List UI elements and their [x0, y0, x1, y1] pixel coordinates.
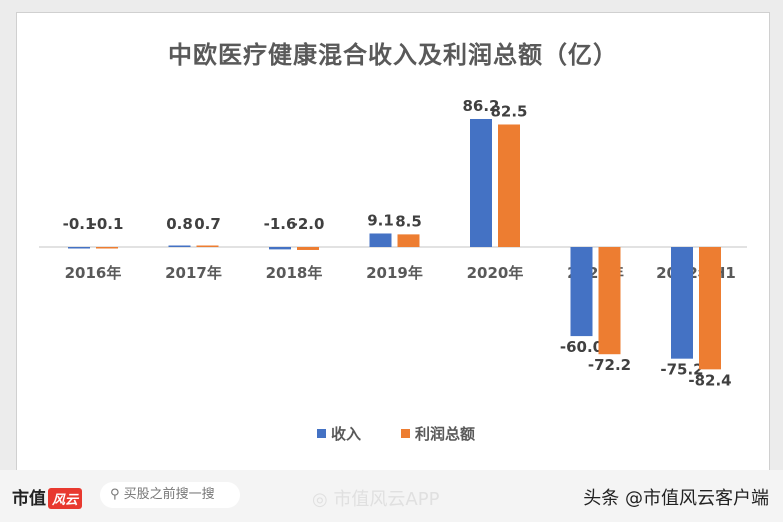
bar-revenue — [269, 247, 291, 250]
bar-revenue — [570, 247, 593, 337]
data-label: -72.2 — [588, 356, 631, 374]
bar-revenue — [671, 247, 693, 359]
footer: 市值 风云 ⚲ 买股之前搜一搜 ◎ 市值风云APP 头条 @市值风云客户端 — [0, 470, 783, 522]
search-icon: ⚲ — [110, 487, 124, 502]
chart-title: 中欧医疗健康混合收入及利润总额（亿） — [168, 41, 618, 69]
toutiao-credit: 头条 @市值风云客户端 — [583, 488, 769, 509]
data-label: 0.7 — [194, 215, 221, 233]
x-tick-label: 2018年 — [266, 264, 323, 282]
legend-label: 利润总额 — [415, 425, 475, 443]
brand-logo: 风云 — [48, 488, 83, 509]
x-tick-label: 2017年 — [165, 264, 222, 282]
bar-profit — [297, 247, 319, 250]
search-input[interactable]: ⚲ 买股之前搜一搜 — [100, 482, 240, 508]
legend-label: 收入 — [331, 425, 361, 443]
data-label: 9.1 — [367, 211, 394, 229]
x-tick-label: 2019年 — [366, 264, 423, 282]
bar-profit — [397, 234, 420, 247]
data-label: 86.2 — [462, 97, 499, 115]
brand-text: 市值 — [12, 489, 46, 509]
bar-chart: 2016年 -0.1-0.1 2017年 0.8 0.7 2018年 -1.6-2.0 201… — [39, 97, 747, 443]
search-placeholder: 买股之前搜一搜 — [123, 487, 215, 502]
bar-profit — [498, 124, 520, 247]
data-label: -75.2 — [660, 361, 703, 379]
bar-revenue — [68, 247, 90, 249]
data-label: 82.5 — [490, 102, 527, 120]
legend-swatch — [317, 429, 326, 438]
bar-revenue — [168, 245, 191, 247]
bar-revenue — [369, 233, 392, 247]
weibo-watermark: ◎ 市值风云APP — [312, 485, 439, 511]
data-label: 0.8 — [166, 215, 193, 233]
weibo-text: 市值风云APP — [333, 489, 440, 510]
chart-card: 中欧医疗健康混合收入及利润总额（亿） 2016年 -0.1 -0.1 2017年 0.8… — [16, 12, 770, 472]
data-label: -2.0 — [292, 215, 325, 233]
data-label: -0.1 — [91, 215, 124, 233]
bar-revenue — [470, 118, 492, 247]
weibo-icon: ◎ — [312, 489, 334, 510]
brand: 市值 风云 — [12, 484, 83, 509]
legend-swatch — [401, 429, 410, 438]
data-label: -0.1 — [63, 215, 96, 233]
data-label: -60.0 — [560, 338, 603, 356]
x-tick-label: 2016年 — [65, 264, 122, 282]
x-tick-label: 2020年 — [467, 264, 524, 282]
bar-profit — [699, 247, 721, 370]
data-label: -1.6 — [264, 215, 297, 233]
x-tick-label: 2022年H1 — [656, 264, 736, 282]
bar-profit — [196, 245, 219, 247]
data-label: 8.5 — [395, 212, 422, 230]
bar-profit — [96, 247, 118, 249]
bar-profit — [598, 247, 621, 355]
data-label: -82.4 — [688, 371, 731, 389]
